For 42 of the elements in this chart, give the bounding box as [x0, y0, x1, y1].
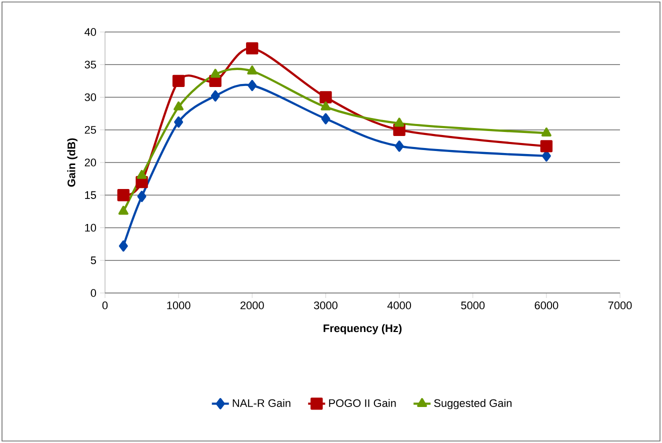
point [210, 68, 220, 78]
x-tick-label: 2000 [240, 302, 264, 310]
point [117, 189, 130, 202]
point [174, 116, 184, 128]
point [394, 118, 404, 127]
point [210, 90, 220, 102]
point [137, 190, 146, 202]
point [248, 80, 257, 92]
point [320, 91, 332, 104]
x-tick-label: 7000 [608, 302, 632, 310]
y-tick-label: 5 [90, 256, 96, 264]
x-axis-title: Frequency (Hz) [324, 324, 402, 334]
point [118, 240, 128, 252]
y-tick-label: 10 [85, 224, 96, 232]
point [136, 170, 147, 179]
x-tick-label: 6000 [534, 302, 558, 310]
legend-label: Suggested Gain [434, 398, 512, 410]
x-tick-label: 0 [102, 302, 108, 310]
point [541, 128, 552, 136]
point [246, 42, 258, 54]
point [174, 101, 184, 110]
x-tick-label: 5000 [461, 302, 485, 310]
point [118, 206, 128, 215]
y-tick-label: 40 [84, 28, 96, 36]
y-tick-label: 30 [84, 93, 96, 102]
x-tick-label: 3000 [314, 302, 338, 310]
point [247, 66, 258, 74]
legend-label: POGO II Gain [329, 398, 396, 408]
y-tick-label: 20 [84, 158, 96, 166]
y-tick-label: 25 [84, 126, 96, 134]
y-tick-label: 0 [90, 289, 96, 297]
x-tick-label: 1000 [167, 302, 190, 310]
y-axis-title: Gain (dB) [67, 138, 78, 187]
point [540, 140, 553, 152]
x-tick-label: 4000 [387, 302, 412, 310]
y-tick-label: 35 [84, 60, 96, 68]
y-tick-label: 15 [85, 191, 96, 199]
point [394, 140, 404, 152]
point [321, 113, 330, 124]
legend-label: NAL-R Gain [232, 398, 290, 408]
point [320, 101, 331, 110]
point [172, 74, 185, 88]
